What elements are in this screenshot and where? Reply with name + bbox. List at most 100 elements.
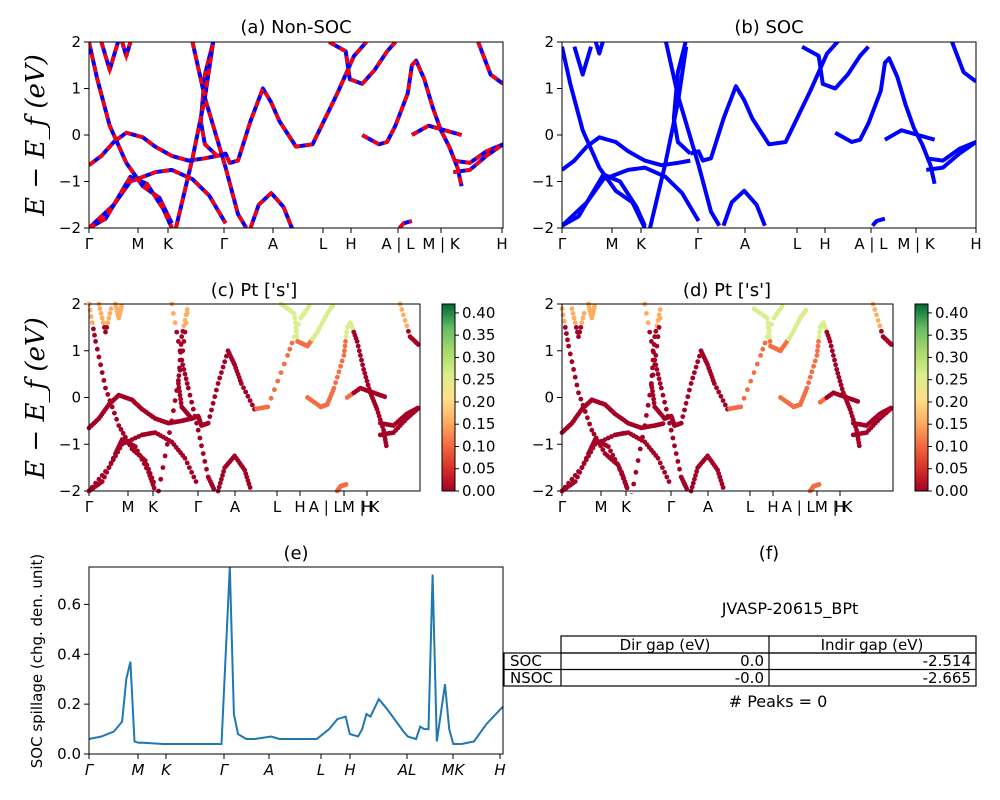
projection-point (804, 385, 810, 391)
projection-point (176, 339, 181, 344)
projection-point (109, 404, 115, 410)
projection-point (182, 455, 188, 461)
projection-point (605, 444, 611, 449)
projection-point (183, 320, 189, 326)
band-line-dashed (174, 42, 215, 228)
xtick-label: A | L (381, 235, 415, 253)
table-row-label-soc: SOC (510, 652, 542, 670)
ytick-label: −2 (59, 219, 81, 237)
projection-point (177, 392, 183, 398)
projection-point (839, 386, 845, 392)
projection-point (89, 320, 95, 326)
band-line (216, 42, 368, 165)
band-line-dashed (120, 42, 133, 63)
projection-point (612, 457, 618, 462)
projection-point (172, 398, 178, 403)
projection-point (184, 460, 190, 466)
projection-point (624, 485, 630, 491)
xtick-label: A (268, 235, 279, 253)
projection-point (675, 459, 681, 464)
band-line-dashed (398, 219, 413, 228)
xtick-label: A (740, 235, 751, 253)
projection-point (212, 394, 218, 400)
projection-point (660, 465, 665, 470)
projection-point (600, 447, 606, 453)
projection-point (106, 465, 112, 470)
ytick-label: −2 (59, 482, 81, 500)
projection-point (217, 480, 223, 486)
projection-point (815, 348, 820, 354)
projection-point (193, 479, 199, 484)
projection-point (663, 406, 669, 412)
projection-point (382, 394, 388, 400)
projection-point (415, 406, 421, 412)
projection-point (174, 329, 180, 335)
projection-point (645, 320, 651, 326)
projection-point (358, 353, 363, 358)
projection-point (583, 455, 589, 461)
band-line (834, 56, 937, 185)
projection-point (765, 320, 771, 326)
band-line (721, 188, 767, 227)
projection-point (116, 423, 122, 428)
projection-point (178, 396, 184, 402)
colorbar-label: 0.25 (462, 371, 495, 389)
projection-point (645, 402, 651, 408)
projection-point (179, 334, 185, 340)
ytick-label: −1 (59, 435, 81, 453)
projection-point (570, 311, 576, 316)
xtick-label: Γ (667, 498, 676, 516)
projection-point (631, 481, 637, 487)
projection-point (567, 351, 573, 357)
xtick-label: MK (442, 761, 466, 779)
projection-point (582, 409, 588, 414)
xtick-label: Γ (194, 498, 203, 516)
projection-point (361, 367, 367, 372)
projection-point (693, 364, 699, 370)
ytick-label: −1 (532, 435, 554, 453)
projection-point (103, 385, 108, 391)
projection-point (564, 331, 569, 336)
projection-point (99, 479, 105, 484)
title-c: (c) Pt ['s'] (211, 280, 298, 301)
projection-point (828, 343, 834, 349)
projection-point (647, 392, 653, 398)
projection-point (220, 364, 226, 370)
band-line (801, 44, 870, 91)
projection-point (195, 427, 201, 433)
title-e: (e) (283, 543, 308, 564)
projection-point (888, 406, 894, 412)
projection-point (331, 385, 337, 391)
projection-point (560, 312, 566, 318)
projection-point (633, 469, 639, 475)
projection-point (202, 459, 208, 464)
projection-point (745, 387, 750, 393)
projection-point (306, 303, 312, 309)
colorbar-label: 0.30 (935, 348, 968, 366)
projection-point (652, 334, 658, 340)
projection-point (592, 303, 597, 309)
xtick-label: M | K (897, 235, 936, 253)
projection-point (118, 427, 124, 432)
projection-point (650, 388, 655, 394)
projection-point (677, 466, 682, 472)
projection-point (748, 378, 754, 384)
ytick-label: 2 (544, 295, 554, 313)
band-line (572, 46, 593, 77)
ytick-label: 2 (71, 33, 81, 51)
projection-point (653, 353, 659, 358)
projection-point (189, 399, 195, 405)
ytick-label: 0.0 (57, 745, 81, 763)
projection-point (343, 334, 349, 340)
projection-point (177, 348, 183, 354)
projection-point (767, 334, 772, 340)
projection-point (738, 404, 744, 410)
spillage-line (88, 566, 504, 745)
xtick-label: H (834, 498, 845, 516)
axes-frame (88, 41, 504, 229)
projection-point (245, 393, 251, 399)
band-line-dashed (361, 57, 464, 187)
title-b: (b) SOC (734, 17, 803, 38)
projection-point (608, 448, 613, 454)
